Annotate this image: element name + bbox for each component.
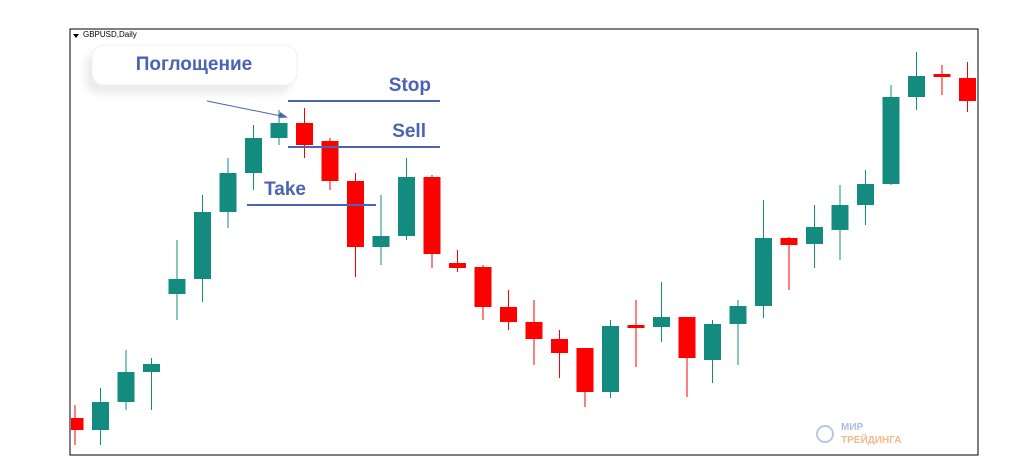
callout-text: Поглощение [136,54,252,75]
levels: Stop Sell Take [247,75,440,206]
candle-body [296,123,313,145]
level-label: Stop [389,75,431,96]
candle-body [423,177,441,254]
candle-body [398,177,415,236]
candle-body [729,306,747,324]
candle-body [551,339,568,353]
candle-body [959,78,976,101]
candle-body [806,227,823,244]
candle-body [857,184,874,205]
candle-body [780,238,798,245]
candle-body [117,372,135,402]
candle-body [525,322,543,339]
candle-body [933,74,951,77]
candles [71,52,976,445]
candle-body [908,76,925,97]
level-label: Sell [392,121,426,142]
callout-arrow [206,100,287,118]
candle-body [372,236,390,247]
candle-body [194,212,211,279]
candle-body [755,238,772,306]
candle-body [270,123,288,138]
candle-body [449,263,466,268]
candle-body [500,307,517,322]
candle-body [143,364,160,372]
candle-body [653,317,670,327]
candle-body [347,181,364,247]
candle-body [245,138,262,173]
candle-body [704,324,721,360]
level-label: Take [264,179,306,200]
chart-title: GBPUSD,Daily [83,30,137,39]
candle-body [474,267,492,307]
menu-arrow [73,34,79,38]
candle-body [627,325,645,328]
candle-body [168,279,186,294]
candle-body [321,141,339,181]
candle-body [71,418,84,430]
callout-box [91,44,298,86]
candle-body [831,205,849,230]
arrow-head [279,112,288,118]
candle-body [92,402,109,430]
watermark-logo [816,425,834,443]
candle-body [602,326,619,392]
watermark: МИР [841,422,864,433]
candle-body [882,97,900,184]
watermark: ТРЕЙДИНГА [841,433,901,446]
candle-body [576,348,594,392]
candle-body [678,317,696,358]
candle-body [219,173,237,212]
plot-frame [69,28,979,456]
